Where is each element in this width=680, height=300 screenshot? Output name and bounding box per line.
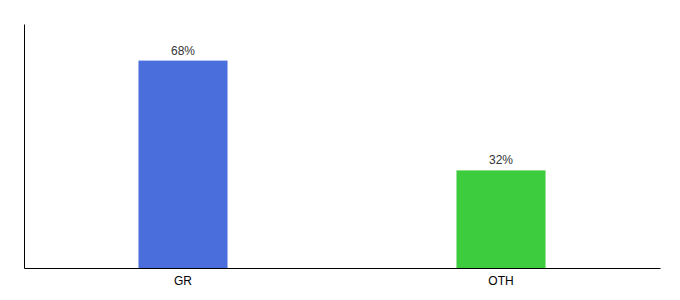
x-axis-line xyxy=(25,268,661,269)
data-label: 68% xyxy=(171,44,195,58)
bar xyxy=(138,61,227,268)
plot: GR OTH 68% 32% xyxy=(25,25,661,288)
bar xyxy=(456,170,545,268)
y-axis xyxy=(24,25,25,269)
y-axis-line xyxy=(24,25,25,269)
data-label: 32% xyxy=(489,153,513,167)
data-labels: 68% 32% xyxy=(171,44,513,168)
x-tick: OTH xyxy=(488,274,513,288)
x-tick-label: GR xyxy=(174,274,192,288)
x-tick-label: OTH xyxy=(488,274,513,288)
chart: GR OTH 68% 32% xyxy=(0,0,680,300)
x-tick: GR xyxy=(174,274,192,288)
x-axis: GR OTH xyxy=(25,269,661,288)
bars xyxy=(138,61,545,268)
